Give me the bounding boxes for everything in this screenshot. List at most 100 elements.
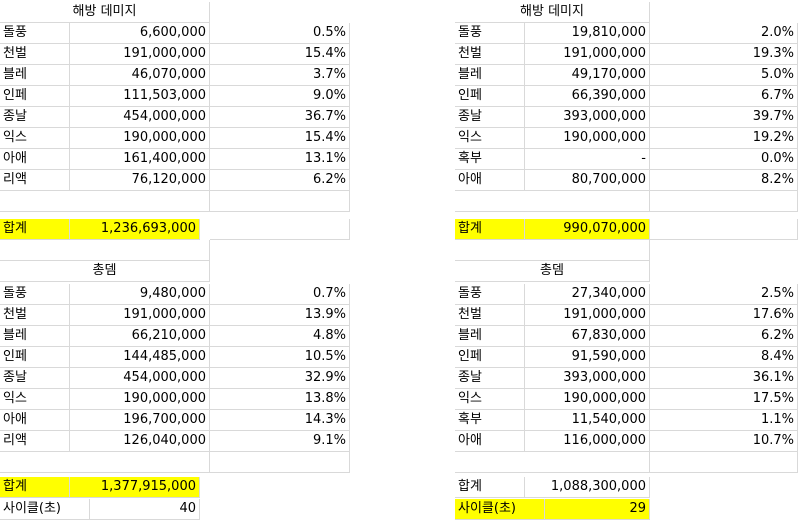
right-row-pct[interactable]: 2.5%	[650, 284, 798, 305]
right-row-name[interactable]: 블레	[455, 326, 525, 347]
right-row-value[interactable]: 67,830,000	[525, 326, 650, 347]
right-row-name[interactable]: 종날	[455, 107, 525, 128]
right-row-value[interactable]: 393,000,000	[525, 368, 650, 389]
left-row-value[interactable]: 6,600,000	[70, 23, 210, 44]
empty-cell[interactable]	[650, 219, 798, 240]
left-row-name[interactable]: 리액	[0, 170, 70, 191]
right-row-name[interactable]: 혹부	[455, 149, 525, 170]
empty-cell[interactable]	[0, 452, 210, 473]
left-damage-title[interactable]: 해방 데미지	[0, 2, 210, 23]
left-row-name[interactable]: 돌풍	[0, 284, 70, 305]
right-row-value[interactable]: 191,000,000	[525, 305, 650, 326]
right-row-name[interactable]: 아애	[455, 431, 525, 452]
right-row-name[interactable]: 혹부	[455, 410, 525, 431]
right-row-pct[interactable]: 17.5%	[650, 389, 798, 410]
left-row-pct[interactable]: 32.9%	[210, 368, 350, 389]
left-row-pct[interactable]: 36.7%	[210, 107, 350, 128]
empty-cell[interactable]	[210, 191, 350, 212]
right-row-name[interactable]: 돌풍	[455, 284, 525, 305]
left-row-pct[interactable]: 0.7%	[210, 284, 350, 305]
left-row-pct[interactable]: 13.8%	[210, 389, 350, 410]
left-row-pct[interactable]: 13.1%	[210, 149, 350, 170]
left-row-value[interactable]: 46,070,000	[70, 65, 210, 86]
left-row-pct[interactable]: 6.2%	[210, 170, 350, 191]
left-row-name[interactable]: 종날	[0, 107, 70, 128]
right-row-name[interactable]: 아애	[455, 170, 525, 191]
left-row-name[interactable]: 아애	[0, 149, 70, 170]
left-row-value[interactable]: 161,400,000	[70, 149, 210, 170]
left-total-damage-total-label[interactable]: 합계	[0, 477, 70, 498]
left-row-name[interactable]: 블레	[0, 65, 70, 86]
left-row-pct[interactable]: 14.3%	[210, 410, 350, 431]
left-damage-total-value[interactable]: 1,236,693,000	[70, 219, 200, 240]
right-damage-title[interactable]: 해방 데미지	[455, 2, 650, 23]
left-row-pct[interactable]: 4.8%	[210, 326, 350, 347]
right-row-pct[interactable]: 19.3%	[650, 44, 798, 65]
left-row-value[interactable]: 191,000,000	[70, 44, 210, 65]
right-row-name[interactable]: 돌풍	[455, 23, 525, 44]
left-row-name[interactable]: 익스	[0, 389, 70, 410]
left-total-damage-total-value[interactable]: 1,377,915,000	[70, 477, 200, 498]
left-row-value[interactable]: 190,000,000	[70, 128, 210, 149]
left-row-name[interactable]: 리액	[0, 431, 70, 452]
left-row-name[interactable]: 블레	[0, 326, 70, 347]
right-row-pct[interactable]: 17.6%	[650, 305, 798, 326]
right-row-value[interactable]: -	[525, 149, 650, 170]
right-damage-total-label[interactable]: 합계	[455, 219, 525, 240]
empty-cell[interactable]	[650, 452, 798, 473]
right-row-name[interactable]: 천벌	[455, 44, 525, 65]
right-row-value[interactable]: 49,170,000	[525, 65, 650, 86]
right-row-pct[interactable]: 10.7%	[650, 431, 798, 452]
left-row-pct[interactable]: 10.5%	[210, 347, 350, 368]
left-row-pct[interactable]: 3.7%	[210, 65, 350, 86]
left-row-value[interactable]: 126,040,000	[70, 431, 210, 452]
empty-cell[interactable]	[650, 191, 798, 212]
right-damage-total-value[interactable]: 990,070,000	[525, 219, 650, 240]
right-row-pct[interactable]: 0.0%	[650, 149, 798, 170]
empty-cell[interactable]	[0, 191, 210, 212]
empty-cell[interactable]	[455, 191, 650, 212]
left-row-name[interactable]: 아애	[0, 410, 70, 431]
right-row-name[interactable]: 익스	[455, 128, 525, 149]
empty-cell[interactable]	[210, 452, 350, 473]
right-row-pct[interactable]: 6.2%	[650, 326, 798, 347]
left-total-damage-title[interactable]: 총뎀	[0, 261, 210, 282]
left-row-value[interactable]: 76,120,000	[70, 170, 210, 191]
right-row-pct[interactable]: 8.4%	[650, 347, 798, 368]
empty-cell[interactable]	[210, 219, 350, 240]
left-row-value[interactable]: 144,485,000	[70, 347, 210, 368]
right-row-name[interactable]: 천벌	[455, 305, 525, 326]
left-row-pct[interactable]: 15.4%	[210, 128, 350, 149]
empty-cell[interactable]	[0, 240, 210, 261]
right-row-pct[interactable]: 8.2%	[650, 170, 798, 191]
left-row-value[interactable]: 9,480,000	[70, 284, 210, 305]
left-row-pct[interactable]: 0.5%	[210, 23, 350, 44]
right-row-value[interactable]: 91,590,000	[525, 347, 650, 368]
empty-cell[interactable]	[455, 240, 650, 261]
left-row-pct[interactable]: 9.1%	[210, 431, 350, 452]
left-row-name[interactable]: 천벌	[0, 305, 70, 326]
left-row-pct[interactable]: 9.0%	[210, 86, 350, 107]
left-row-pct[interactable]: 15.4%	[210, 44, 350, 65]
right-cycle-label[interactable]: 사이클(초)	[455, 499, 545, 520]
left-cycle-label[interactable]: 사이클(초)	[0, 499, 90, 520]
left-row-name[interactable]: 인페	[0, 347, 70, 368]
left-damage-total-label[interactable]: 합계	[0, 219, 70, 240]
right-row-value[interactable]: 19,810,000	[525, 23, 650, 44]
left-row-value[interactable]: 190,000,000	[70, 389, 210, 410]
right-row-pct[interactable]: 5.0%	[650, 65, 798, 86]
right-row-name[interactable]: 인페	[455, 86, 525, 107]
right-row-pct[interactable]: 1.1%	[650, 410, 798, 431]
right-total-damage-total-label[interactable]: 합계	[455, 477, 525, 498]
left-row-name[interactable]: 익스	[0, 128, 70, 149]
left-row-value[interactable]: 66,210,000	[70, 326, 210, 347]
right-row-value[interactable]: 66,390,000	[525, 86, 650, 107]
right-row-value[interactable]: 393,000,000	[525, 107, 650, 128]
right-row-value[interactable]: 191,000,000	[525, 44, 650, 65]
right-row-name[interactable]: 종날	[455, 368, 525, 389]
right-row-value[interactable]: 11,540,000	[525, 410, 650, 431]
left-row-pct[interactable]: 13.9%	[210, 305, 350, 326]
right-row-value[interactable]: 116,000,000	[525, 431, 650, 452]
right-row-name[interactable]: 인페	[455, 347, 525, 368]
left-row-value[interactable]: 191,000,000	[70, 305, 210, 326]
